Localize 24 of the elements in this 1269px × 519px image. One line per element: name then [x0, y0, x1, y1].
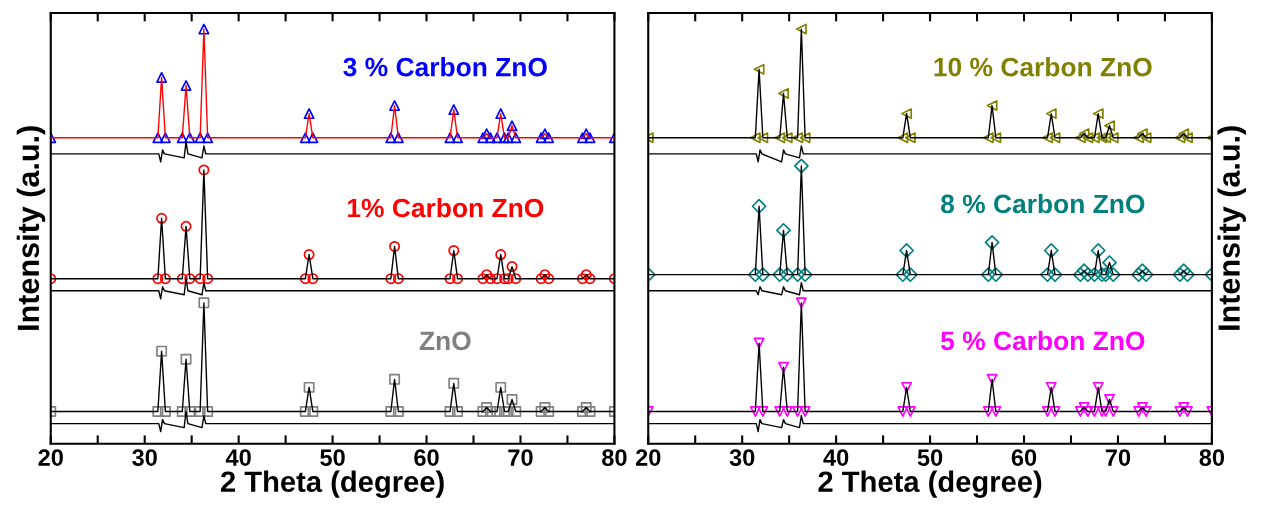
x-tick-label: 20 [38, 449, 63, 466]
x-tick-label: 60 [414, 449, 439, 466]
x-tick-label: 80 [602, 449, 627, 466]
x-tick-label: 30 [132, 449, 157, 466]
series-label: 1% Carbon ZnO [348, 197, 544, 218]
series-label: ZnO [419, 331, 471, 351]
x-tick-label: 30 [729, 449, 755, 466]
x-tick-label: 70 [508, 449, 533, 466]
x-tick-label: 60 [1011, 449, 1037, 466]
x-tick-label: 40 [225, 449, 251, 466]
x-tick-label: 50 [320, 449, 345, 466]
x-tick-label: 40 [823, 449, 849, 466]
y-axis-title: Intensity (a.u.) [16, 126, 46, 330]
series-label: 3 % Carbon ZnO [343, 57, 547, 77]
series-label: 5 % Carbon ZnO [940, 330, 1145, 351]
series-label: 8 % Carbon ZnO [941, 193, 1145, 214]
x-tick-label: 80 [1199, 449, 1225, 466]
y-axis-title: Intensity (a.u.) [1217, 126, 1246, 330]
series-label: 10 % Carbon ZnO [934, 57, 1152, 77]
x-tick-label: 20 [635, 449, 661, 466]
x-tick-label: 50 [917, 449, 943, 466]
x-axis-title: 2 Theta (degree) [818, 470, 1042, 498]
x-tick-label: 70 [1105, 449, 1131, 466]
x-axis-title: 2 Theta (degree) [220, 470, 444, 498]
